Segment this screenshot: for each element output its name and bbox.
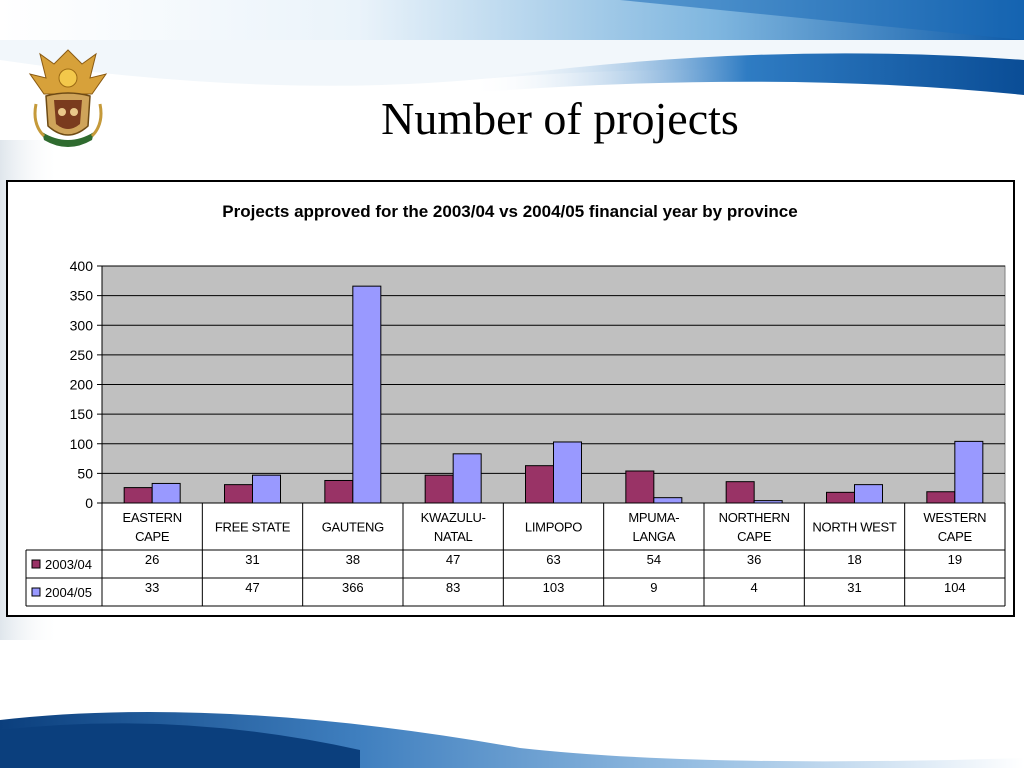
y-tick-label: 350	[70, 288, 94, 304]
bar-2004-05	[252, 474, 281, 504]
chart-title: Projects approved for the 2003/04 vs 200…	[222, 202, 797, 221]
legend-swatch	[31, 559, 41, 569]
footer-swoosh-decoration	[0, 711, 1024, 768]
x-category-label: CAPE	[938, 529, 973, 544]
bar-2004-05	[653, 497, 683, 504]
y-tick-label: 400	[70, 258, 94, 274]
x-category-label: GAUTENG	[322, 520, 384, 535]
data-table-value: 26	[145, 552, 159, 567]
data-table-value: 19	[948, 552, 962, 567]
header-swoosh-decoration	[0, 0, 1024, 95]
data-table-value: 18	[847, 552, 861, 567]
bar-2003-04	[324, 479, 354, 504]
bar-2003-04	[725, 481, 755, 504]
bar-2003-04	[525, 465, 554, 504]
x-category-label: WESTERN	[923, 510, 986, 525]
data-table-value: 103	[543, 580, 565, 595]
bar-2003-04	[424, 474, 454, 504]
chart-frame: Projects approved for the 2003/04 vs 200…	[6, 180, 1015, 617]
bar-2004-05	[553, 441, 582, 504]
y-tick-label: 300	[70, 317, 94, 333]
data-table-value: 47	[446, 552, 460, 567]
x-category-label: NORTH WEST	[812, 520, 897, 535]
data-table-value: 47	[245, 580, 259, 595]
x-category-label: LIMPOPO	[525, 520, 582, 535]
coat-of-arms-logo	[28, 49, 108, 147]
data-table-value: 31	[847, 580, 861, 595]
bar-2004-05	[151, 482, 181, 504]
bar-2004-05	[854, 484, 883, 504]
y-tick-label: 50	[77, 465, 93, 481]
data-table-value: 33	[145, 580, 159, 595]
bar-2004-05	[452, 453, 482, 504]
legend-label: 2004/05	[45, 585, 92, 600]
x-category-label: FREE STATE	[215, 520, 291, 535]
bar-2003-04	[625, 470, 655, 504]
bar-chart: Projects approved for the 2003/04 vs 200…	[25, 202, 1006, 607]
y-tick-label: 0	[85, 495, 93, 511]
data-table-value: 4	[751, 580, 758, 595]
bar-2003-04	[224, 484, 253, 504]
y-tick-label: 250	[70, 347, 94, 363]
bar-2004-05	[352, 285, 382, 504]
x-category-label: LANGA	[633, 529, 676, 544]
x-category-label: KWAZULU-	[421, 510, 486, 525]
legend-label: 2003/04	[45, 557, 92, 572]
x-category-label: EASTERN	[123, 510, 182, 525]
data-table-value: 54	[647, 552, 661, 567]
data-table-value: 36	[747, 552, 761, 567]
x-category-label: CAPE	[737, 529, 772, 544]
slide-title: Number of projects	[381, 93, 739, 144]
data-table-value: 9	[650, 580, 657, 595]
y-tick-label: 200	[70, 377, 94, 393]
data-table-value: 366	[342, 580, 364, 595]
data-table-value: 104	[944, 580, 966, 595]
bar-2004-05	[954, 440, 984, 504]
x-category-label: NATAL	[434, 529, 473, 544]
x-category-label: MPUMA-	[628, 510, 679, 525]
data-table-value: 63	[546, 552, 560, 567]
x-category-label: NORTHERN	[719, 510, 790, 525]
bar-2003-04	[826, 491, 855, 504]
data-table-value: 38	[346, 552, 360, 567]
y-tick-label: 100	[70, 436, 94, 452]
x-category-label: CAPE	[135, 529, 170, 544]
bar-2003-04	[123, 487, 153, 504]
data-table-value: 83	[446, 580, 460, 595]
y-tick-label: 150	[70, 406, 94, 422]
legend-swatch	[31, 587, 41, 597]
bar-2003-04	[926, 491, 956, 504]
data-table-value: 31	[245, 552, 259, 567]
